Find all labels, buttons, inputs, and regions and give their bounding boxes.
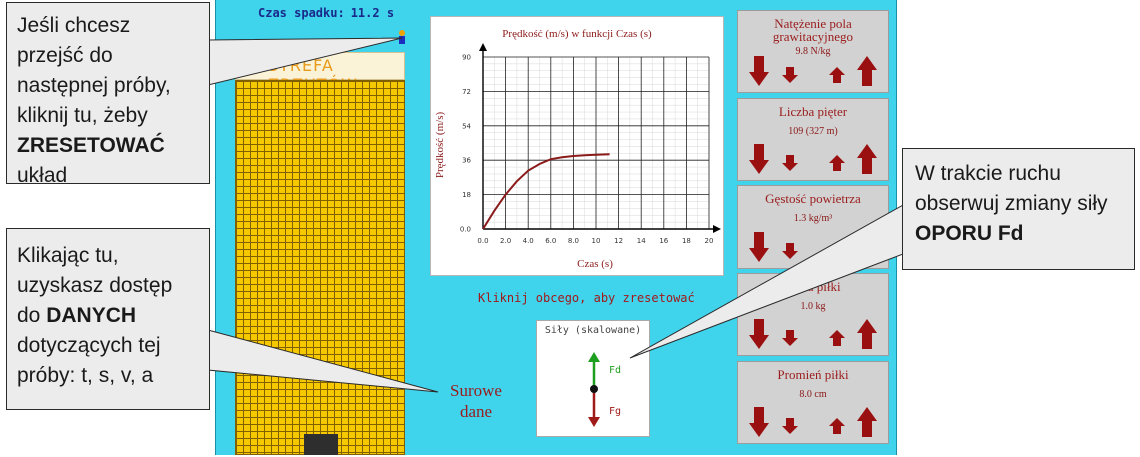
drag-note-text: W trakcie ruchu obserwuj zmiany siły [915,162,1108,215]
data-note-bold: DANYCH [46,304,137,327]
drop-zone-sign: STREFA ZRZUTÓW [235,52,405,94]
gravity-increase-large-button[interactable] [857,56,877,86]
reset-note-bold: ZRESETOWAĆ [17,134,165,157]
ball-radius-decrease-large-button[interactable] [749,407,769,437]
ball-radius-increase-large-button[interactable] [857,407,877,437]
y-axis-arrow [479,43,487,51]
velocity-chart: Prędkość (m/s) w funkcji Czas (s) Czas (… [430,16,724,276]
ball-radius-control: Promień piłki 8.0 cm [737,361,889,444]
chart-grid [479,43,721,233]
x-tick-label: 12 [614,237,623,245]
drag-note-bold: OPORU Fd [915,222,1024,245]
gravity-arrowhead [588,417,600,427]
floors-increase-large-button[interactable] [857,144,877,174]
drag-note: W trakcie ruchu obserwuj zmiany siły OPO… [902,148,1135,270]
chart-title: Prędkość (m/s) w funkcji Czas (s) [502,28,652,40]
reset-note: Jeśli chcesz przejść do następnej próby,… [6,2,210,187]
ball-mass-increase-small-button[interactable] [829,330,845,346]
ball-radius-increase-small-button[interactable] [829,418,845,434]
ball-radius-value: 8.0 cm [799,389,827,400]
gravity-control: Natężenie pola grawitacyjnego 9.8 N/kg [737,10,889,93]
ball-mass-increase-large-button[interactable] [857,319,877,349]
floors-value: 109 (327 m) [788,126,838,137]
ball-mass-decrease-large-button[interactable] [749,319,769,349]
data-note-tail: dotyczących tej próby: t, s, v, a [17,334,161,387]
fall-time-value: 11.2 s [350,6,395,20]
reset-note-tail: układ [17,164,68,187]
y-tick-label: 72 [462,88,471,96]
air-density-increase-large-button[interactable] [857,232,877,262]
data-note: Klikając tu, uzyskasz dostęp do DANYCH d… [6,228,210,410]
x-tick-label: 10 [592,237,601,245]
gravity-value: 9.8 N/kg [795,46,831,57]
raw-data-button[interactable]: Surowe dane [436,380,516,422]
drag-arrowhead [588,352,600,362]
drag-force-label: Fd [609,365,621,376]
x-tick-label: 16 [659,237,668,245]
raw-data-line1: Surowe [450,381,502,400]
data-note-text: Klikając tu, uzyskasz dostęp do [17,244,173,327]
chart-y-axis-label: Prędkość (m/s) [434,112,446,179]
x-axis-arrow [713,225,721,233]
gravity-force-label: Fg [609,406,621,417]
ball-mass-label: Masa piłki [785,279,841,294]
y-tick-label: 54 [462,122,471,130]
chart-series-line [482,153,610,230]
gravity-decrease-small-button[interactable] [782,67,798,83]
x-tick-label: 0.0 [477,237,488,245]
chart-ticks: 0.0 2.0 4.0 6.0 8.0 10 12 14 16 18 20 0.0 18 36 54 72 90 [460,54,714,246]
reset-note-text: Jeśli chcesz przejść do następnej próby,… [17,14,171,127]
y-tick-label: 36 [462,157,471,165]
forces-diagram: Siły (skalowane) Fd Fg [536,320,650,437]
floors-label: Liczba pięter [778,104,848,119]
y-tick-label: 90 [462,54,471,62]
air-density-value: 1.3 kg/m³ [793,213,833,224]
air-density-control: Gęstość powietrza 1.3 kg/m³ [737,185,889,269]
x-tick-label: 8.0 [568,237,579,245]
air-density-label: Gęstość powietrza [765,191,861,206]
floors-decrease-large-button[interactable] [749,144,769,174]
building-door [304,434,338,455]
chart-x-axis-label: Czas (s) [577,258,613,270]
ball-mass-decrease-small-button[interactable] [782,330,798,346]
x-tick-label: 14 [637,237,646,245]
reset-hint: Kliknij obcego, aby zresetować [478,291,695,305]
ball-mass-value: 1.0 kg [800,301,826,312]
floors-control: Liczba pięter 109 (327 m) [737,98,889,181]
floors-increase-small-button[interactable] [829,155,845,171]
x-tick-label: 4.0 [523,237,534,245]
x-tick-label: 6.0 [545,237,556,245]
ball-mass-control: Masa piłki 1.0 kg [737,273,889,356]
ball [590,385,598,393]
x-tick-label: 20 [705,237,714,245]
ball-radius-decrease-small-button[interactable] [782,418,798,434]
gravity-label: Natężenie pola grawitacyjnego [772,16,854,44]
y-tick-label: 0.0 [460,226,471,234]
raw-data-line2: dane [459,402,493,421]
air-density-increase-small-button[interactable] [829,243,845,259]
x-tick-label: 18 [682,237,691,245]
x-tick-label: 2.0 [500,237,511,245]
forces-title: Siły (skalowane) [544,325,642,336]
velocity-chart-svg: Prędkość (m/s) w funkcji Czas (s) Czas (… [434,28,721,270]
gravity-decrease-large-button[interactable] [749,56,769,86]
ball-radius-label: Promień piłki [777,367,849,382]
floors-decrease-small-button[interactable] [782,155,798,171]
fall-time-label: Czas spadku: [258,6,345,20]
building [235,80,405,455]
y-tick-label: 18 [462,191,471,199]
fall-time-readout: Czas spadku: 11.2 s [258,6,394,20]
air-density-decrease-small-button[interactable] [782,243,798,259]
air-density-decrease-large-button[interactable] [749,232,769,262]
gravity-increase-small-button[interactable] [829,67,845,83]
alien-figure[interactable] [399,30,405,44]
